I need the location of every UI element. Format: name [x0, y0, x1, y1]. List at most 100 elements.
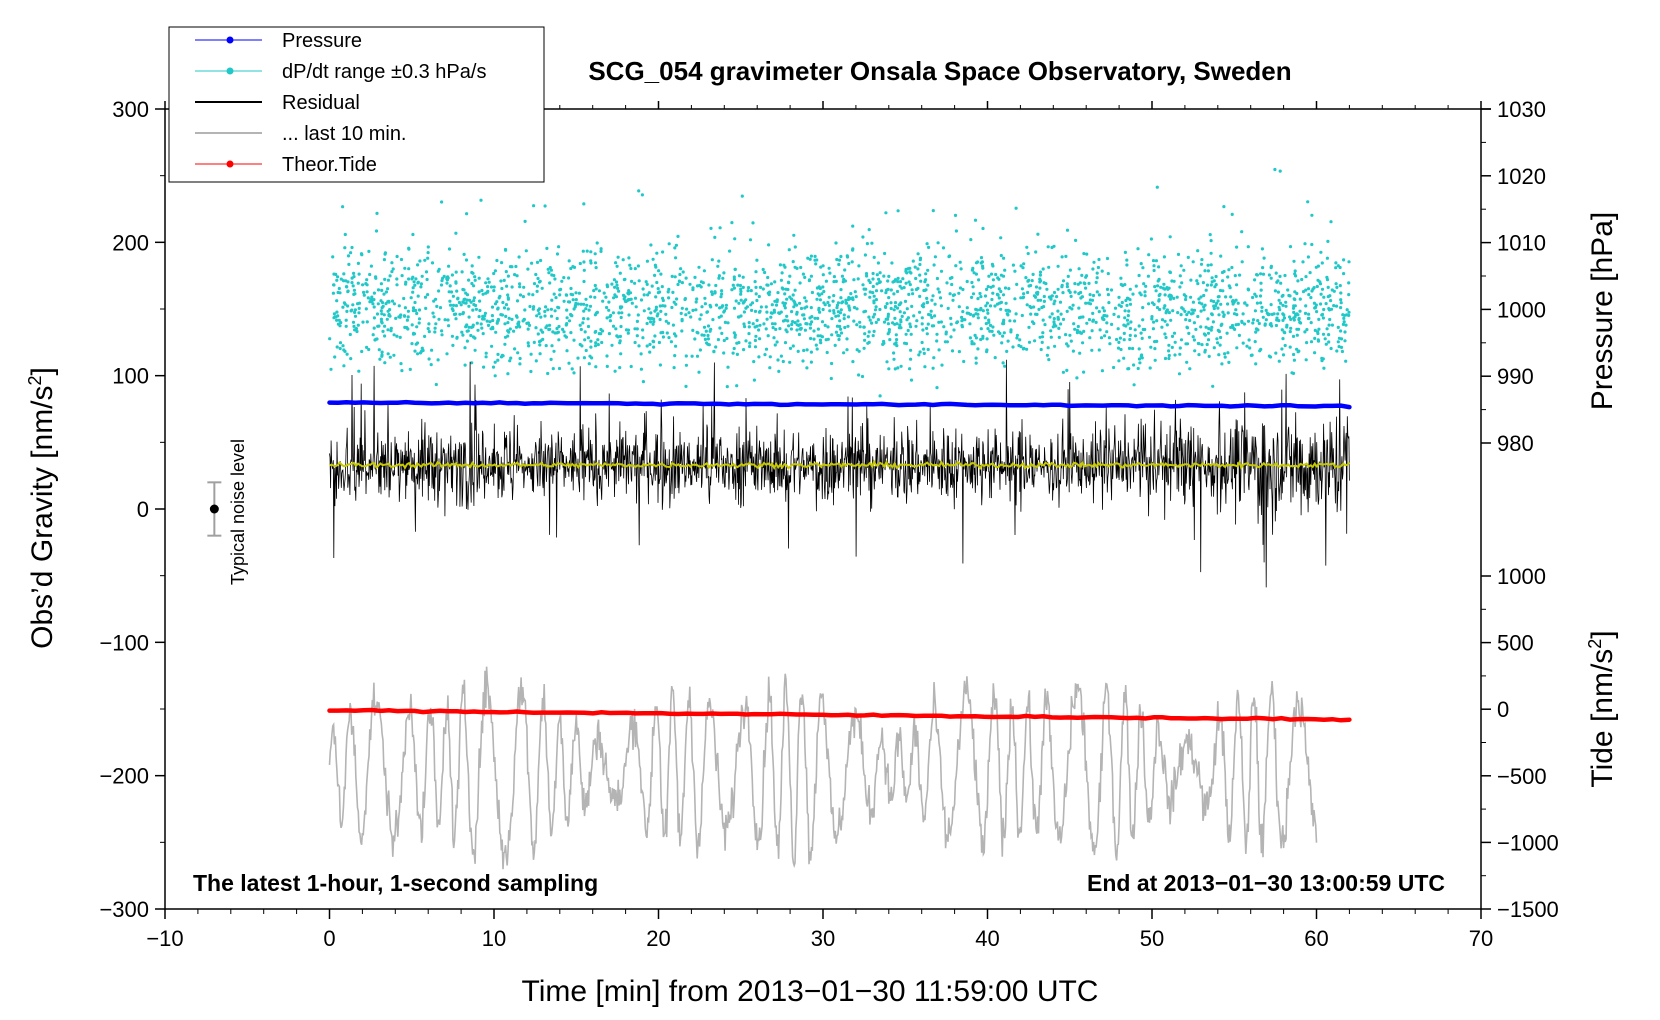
dpdt-point [1164, 335, 1168, 340]
dpdt-point [605, 305, 609, 310]
dpdt-point [570, 367, 574, 371]
dpdt-point [555, 326, 559, 331]
dpdt-point [742, 310, 747, 314]
dpdt-point [611, 324, 616, 328]
dpdt-point [1253, 340, 1257, 344]
dpdt-point [343, 246, 347, 250]
dpdt-point [1019, 296, 1023, 300]
dpdt-point [1065, 309, 1069, 313]
dpdt-point [830, 333, 834, 337]
plot-frame [164, 108, 1482, 910]
dpdt-point [1051, 325, 1055, 329]
dpdt-point [922, 351, 926, 355]
dpdt-point [798, 327, 802, 331]
dpdt-point [479, 322, 483, 326]
dpdt-point [774, 303, 779, 307]
dpdt-point [1009, 330, 1013, 334]
dpdt-point [1341, 313, 1345, 317]
dpdt-point [1142, 282, 1146, 286]
dpdt-point [465, 212, 469, 216]
dpdt-point [748, 344, 752, 349]
dpdt-point [775, 300, 779, 304]
dpdt-point [1066, 274, 1070, 278]
dpdt-point [500, 286, 504, 291]
dpdt-point [833, 343, 837, 347]
dpdt-point [585, 303, 589, 307]
dpdt-point [1196, 314, 1200, 319]
dpdt-point [338, 324, 342, 328]
dpdt-point [523, 308, 527, 312]
dpdt-point [841, 280, 845, 284]
dpdt-point [883, 251, 887, 256]
dpdt-point [817, 308, 821, 312]
dpdt-point [413, 300, 417, 305]
dpdt-point [863, 338, 867, 342]
dpdt-point [868, 295, 872, 299]
dpdt-point [1242, 322, 1247, 326]
dpdt-point [1140, 353, 1144, 357]
dpdt-point [1235, 245, 1239, 249]
dpdt-point [569, 266, 573, 271]
dpdt-point [343, 349, 347, 353]
dpdt-point [655, 314, 659, 318]
dpdt-point [1151, 259, 1156, 263]
dpdt-point [434, 382, 438, 387]
dpdt-point [1137, 324, 1141, 328]
dpdt-point [932, 356, 936, 360]
dpdt-point [1210, 276, 1214, 280]
dpdt-point [641, 287, 645, 291]
dpdt-point [742, 322, 746, 326]
dpdt-point [496, 306, 500, 310]
dpdt-point [798, 323, 802, 327]
dpdt-point [1308, 271, 1312, 275]
dpdt-point [1167, 349, 1171, 353]
dpdt-point [510, 285, 514, 289]
dpdt-point [599, 247, 603, 251]
dpdt-point [658, 363, 663, 367]
dpdt-point [722, 310, 726, 314]
dpdt-point [661, 335, 666, 339]
dpdt-point [821, 285, 825, 289]
dpdt-point [443, 318, 447, 322]
dpdt-point [1065, 285, 1069, 289]
dpdt-point [931, 209, 935, 213]
dpdt-point [911, 292, 915, 296]
dpdt-point [694, 308, 698, 312]
dpdt-point [932, 263, 936, 267]
dpdt-point [737, 301, 741, 305]
dpdt-point [724, 306, 728, 310]
x-tick-label: −10 [146, 926, 183, 951]
dpdt-point [335, 310, 339, 314]
dpdt-point [941, 246, 946, 250]
dpdt-point [1002, 318, 1006, 322]
dpdt-point [1098, 328, 1102, 332]
dpdt-point [808, 322, 813, 326]
dpdt-point [1001, 322, 1005, 326]
dpdt-point [1226, 351, 1230, 355]
dpdt-point [654, 295, 658, 299]
dpdt-point [689, 315, 693, 319]
dpdt-point [339, 277, 343, 281]
dpdt-point [539, 328, 543, 332]
dpdt-point [1143, 327, 1147, 332]
dpdt-point [896, 209, 900, 213]
dpdt-point [601, 299, 605, 303]
dpdt-point [813, 258, 817, 262]
dpdt-point [878, 271, 882, 275]
dpdt-point [522, 318, 526, 322]
dpdt-point [1279, 281, 1283, 285]
dpdt-point [595, 241, 599, 245]
dpdt-point [670, 305, 674, 310]
dpdt-point [1042, 294, 1046, 299]
dpdt-point [976, 316, 980, 320]
dpdt-point [618, 334, 623, 338]
dpdt-point [814, 343, 818, 347]
dpdt-point [1343, 330, 1347, 334]
dpdt-point [1025, 245, 1029, 249]
dpdt-point [816, 316, 820, 320]
dpdt-point [592, 289, 596, 293]
dpdt-point [454, 280, 458, 284]
dpdt-point [1203, 303, 1207, 307]
dpdt-point [530, 261, 534, 265]
dpdt-point [913, 265, 917, 269]
